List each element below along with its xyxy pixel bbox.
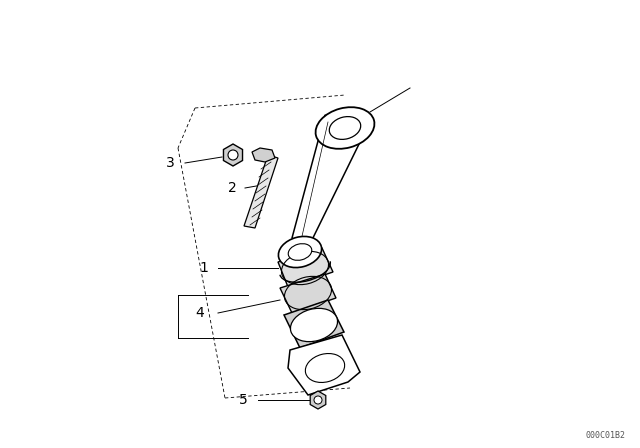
Polygon shape: [252, 148, 275, 162]
Text: 000C01B2: 000C01B2: [585, 431, 625, 440]
Ellipse shape: [305, 353, 345, 383]
Polygon shape: [310, 391, 326, 409]
Text: 3: 3: [166, 156, 175, 170]
Polygon shape: [278, 248, 333, 287]
Polygon shape: [288, 335, 360, 395]
Ellipse shape: [291, 308, 337, 342]
Ellipse shape: [316, 107, 374, 149]
Text: 2: 2: [228, 181, 237, 195]
Text: 4: 4: [195, 306, 204, 320]
Ellipse shape: [330, 116, 361, 139]
Polygon shape: [292, 115, 362, 248]
Polygon shape: [284, 300, 344, 348]
Polygon shape: [223, 144, 243, 166]
Text: 5: 5: [239, 393, 248, 407]
Polygon shape: [244, 155, 278, 228]
Ellipse shape: [278, 237, 322, 267]
Ellipse shape: [314, 396, 322, 404]
Ellipse shape: [288, 244, 312, 260]
Text: 1: 1: [199, 261, 208, 275]
Polygon shape: [280, 274, 336, 313]
Ellipse shape: [228, 150, 238, 160]
